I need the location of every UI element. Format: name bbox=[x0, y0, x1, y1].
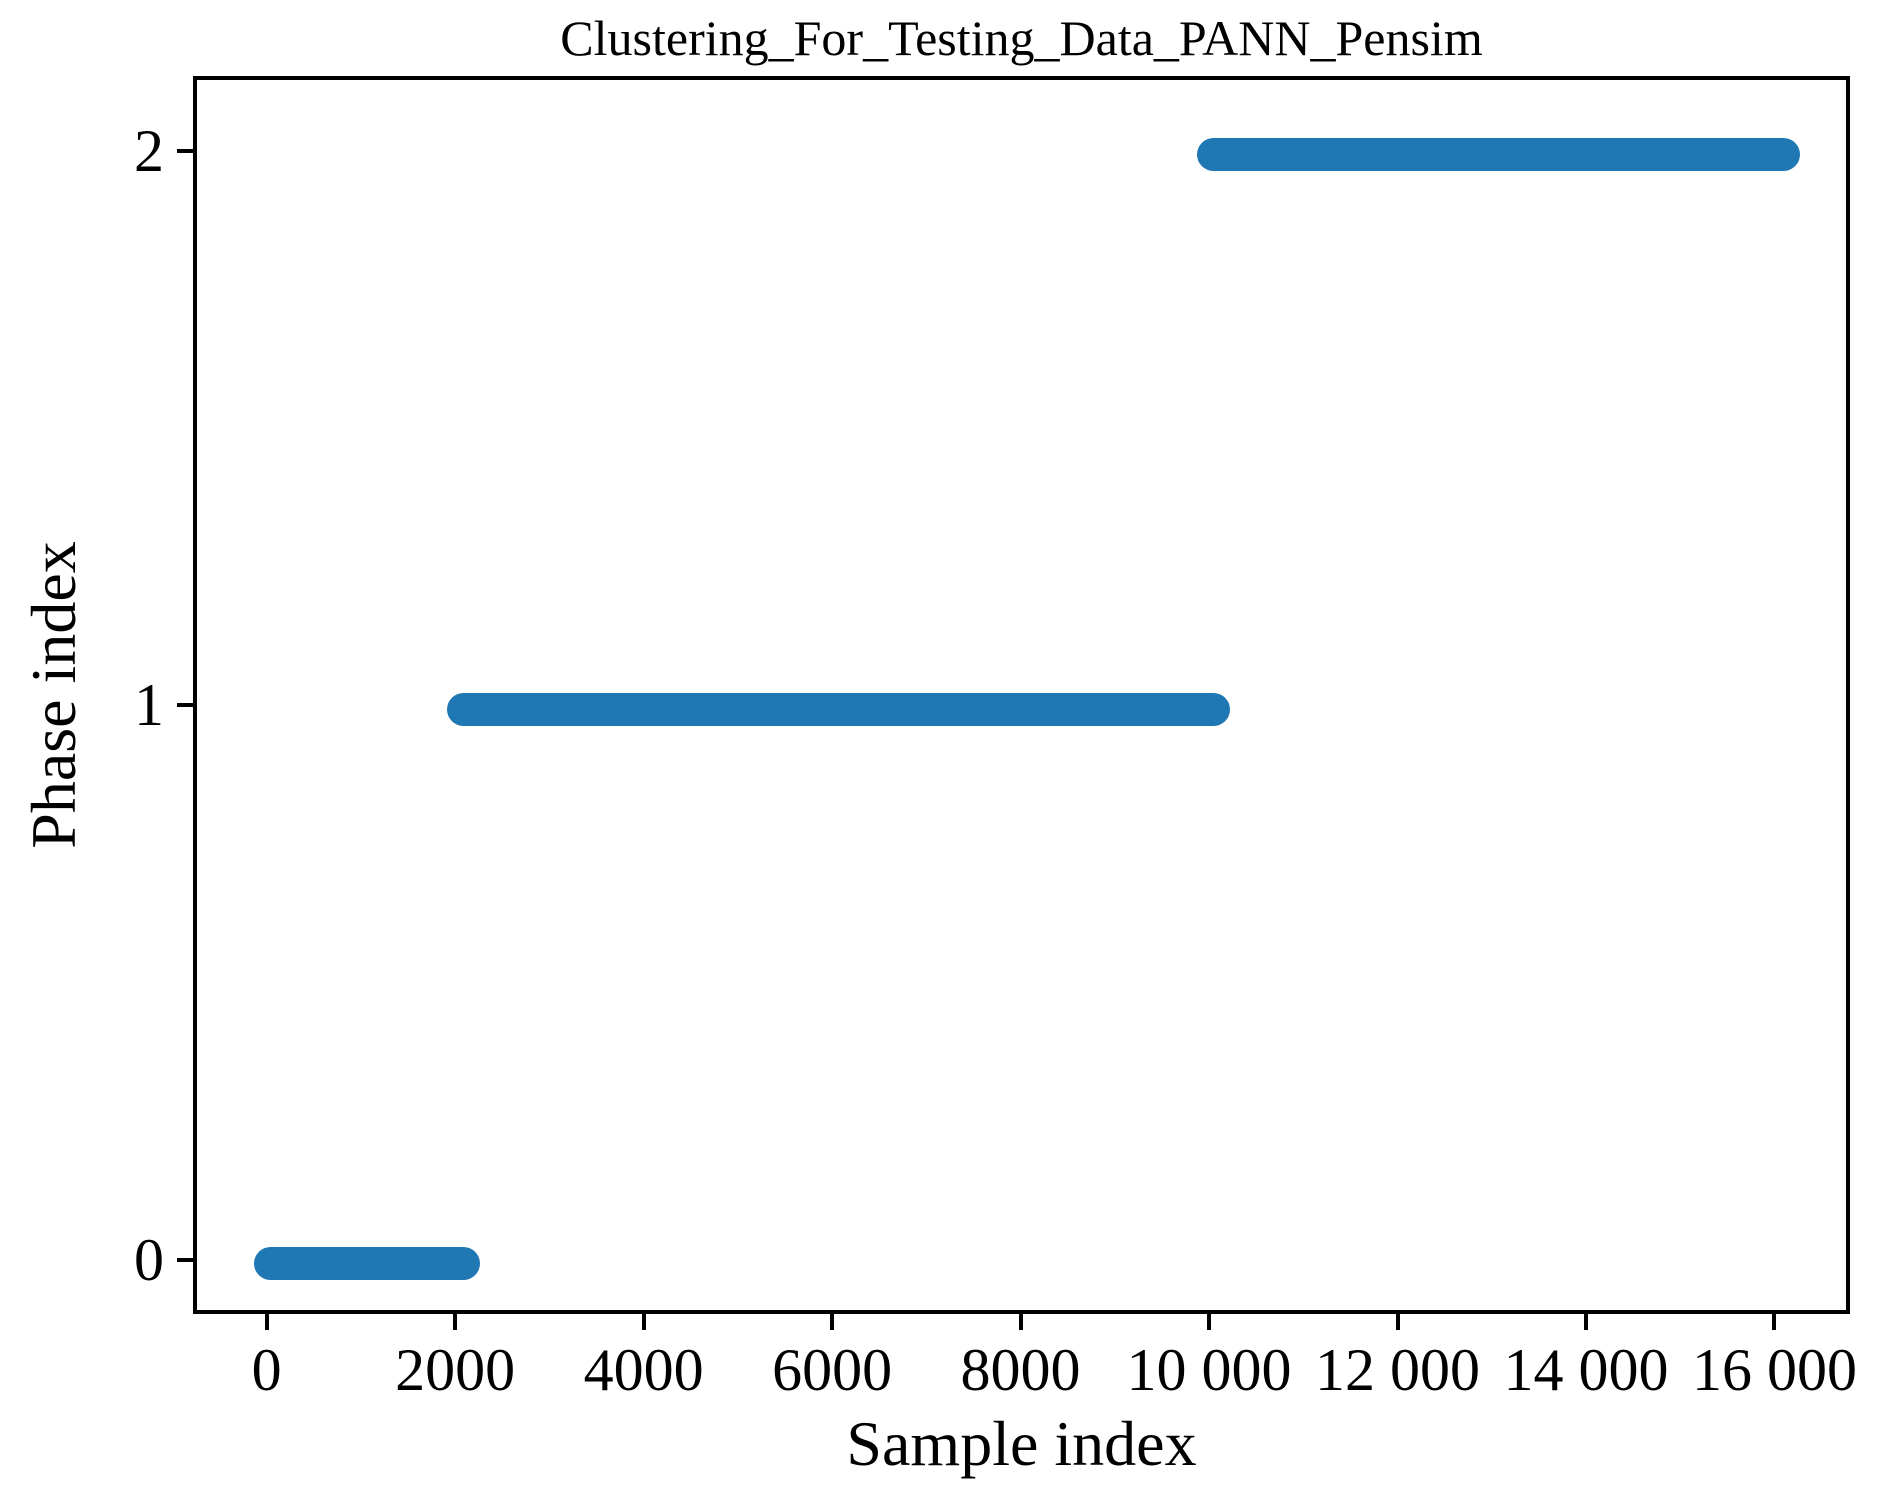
x-tick-label: 14 000 bbox=[1503, 1337, 1669, 1403]
y-tick-mark bbox=[177, 148, 193, 153]
x-axis-label: Sample index bbox=[846, 1408, 1197, 1479]
x-tick-mark bbox=[1584, 1314, 1588, 1330]
x-tick-label: 6000 bbox=[772, 1337, 893, 1403]
x-tick-mark bbox=[1395, 1314, 1400, 1330]
x-tick-mark bbox=[1772, 1314, 1777, 1330]
y-tick-mark bbox=[177, 703, 193, 708]
x-tick-mark bbox=[641, 1314, 646, 1330]
x-tick-mark bbox=[1207, 1314, 1212, 1330]
x-tick-label: 0 bbox=[251, 1337, 282, 1403]
x-tick-label: 8000 bbox=[960, 1337, 1081, 1403]
x-tick-mark bbox=[1018, 1314, 1023, 1330]
x-tick-label: 4000 bbox=[583, 1337, 704, 1403]
x-tick-mark bbox=[830, 1314, 835, 1330]
y-tick-label: 0 bbox=[134, 1226, 164, 1293]
x-tick-label: 16 000 bbox=[1691, 1337, 1857, 1403]
y-tick-label: 1 bbox=[134, 672, 164, 739]
x-tick-label: 12 000 bbox=[1315, 1337, 1481, 1403]
phase-1-segment bbox=[447, 692, 1230, 726]
chart-title: Clustering_For_Testing_Data_PANN_Pensim bbox=[560, 10, 1483, 66]
phase-0-segment bbox=[254, 1247, 481, 1281]
x-tick-mark bbox=[264, 1314, 269, 1330]
phase-2-segment bbox=[1196, 138, 1800, 172]
y-tick-label: 2 bbox=[134, 117, 164, 184]
plot-area bbox=[193, 76, 1850, 1314]
x-tick-label: 2000 bbox=[395, 1337, 516, 1403]
y-tick-mark bbox=[177, 1257, 193, 1262]
x-tick-mark bbox=[453, 1314, 458, 1330]
x-tick-label: 10 000 bbox=[1126, 1337, 1292, 1403]
